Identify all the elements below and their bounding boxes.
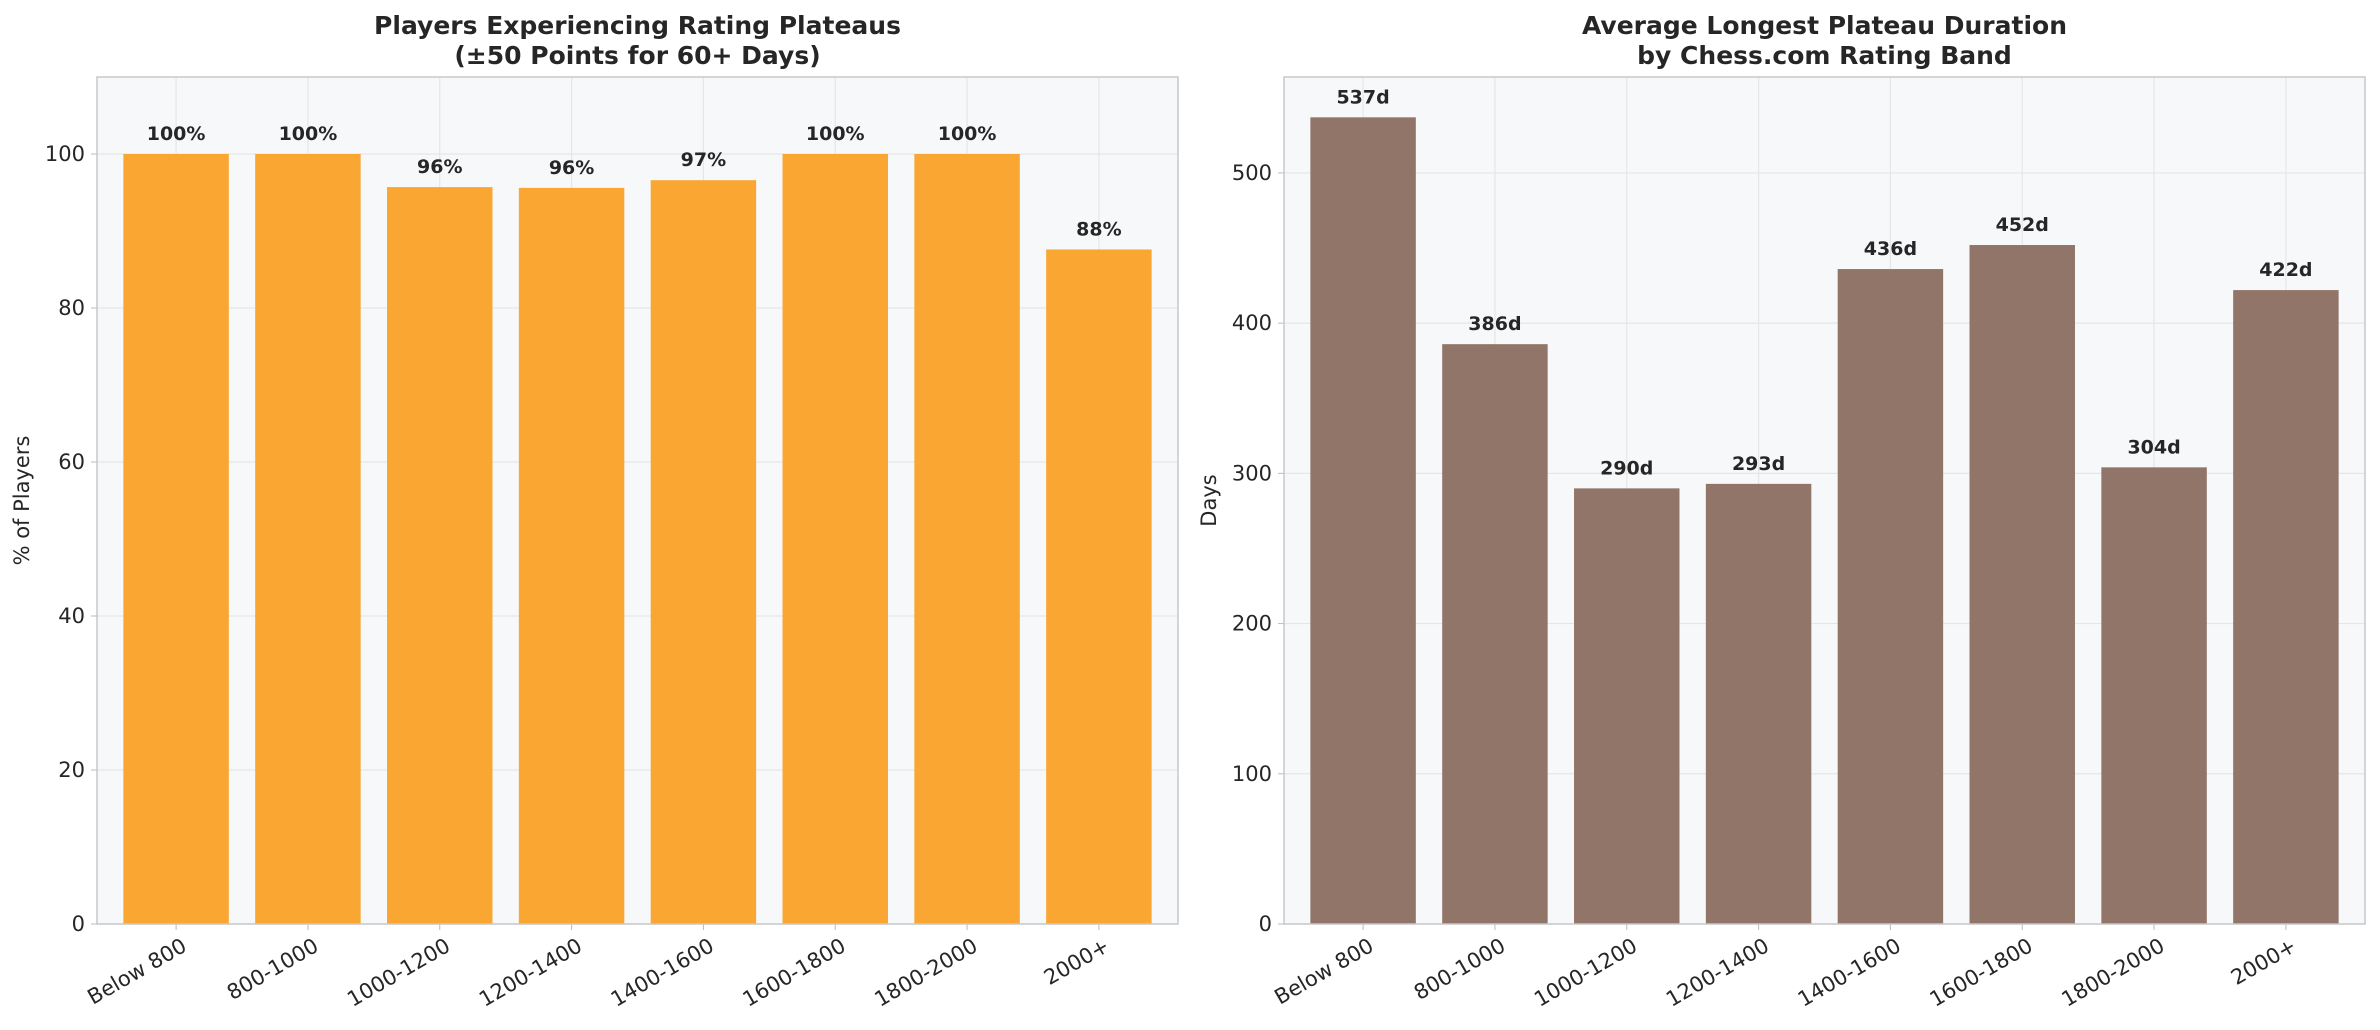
bar: [1442, 344, 1548, 924]
value-label: 537d: [1336, 86, 1389, 108]
y-tick-label: 0: [72, 912, 85, 936]
x-tick-label: 800-1000: [223, 934, 323, 1005]
bar: [914, 154, 1020, 924]
x-tick-label: 1600-1800: [739, 934, 850, 1012]
value-label: 88%: [1076, 218, 1121, 240]
bar: [518, 187, 625, 924]
value-label: 96%: [417, 156, 462, 178]
x-tick-label: Below 800: [83, 934, 190, 1010]
bar: [1046, 249, 1152, 925]
bar: [1574, 488, 1680, 924]
y-tick-label: 100: [45, 142, 85, 166]
x-tick-label: 1200-1400: [1662, 934, 1773, 1012]
value-label: 290d: [1600, 457, 1653, 479]
chart-title: Players Experiencing Rating Plateaus: [374, 11, 901, 40]
bar: [2233, 290, 2339, 924]
y-tick-label: 400: [1232, 311, 1272, 335]
value-label: 304d: [2127, 436, 2180, 458]
value-label: 97%: [681, 149, 726, 171]
value-label: 436d: [1864, 238, 1917, 260]
chart-title: Average Longest Plateau Duration: [1582, 11, 2067, 40]
bar: [123, 154, 229, 924]
y-tick-label: 0: [1259, 912, 1272, 936]
x-tick-label: 1000-1200: [343, 934, 454, 1012]
y-tick-label: 20: [58, 758, 85, 782]
x-tick-label: 1800-2000: [2057, 934, 2168, 1012]
y-tick-label: 300: [1232, 461, 1272, 485]
value-label: 96%: [549, 157, 594, 179]
x-tick-label: 1200-1400: [475, 934, 586, 1012]
bar: [387, 187, 493, 925]
value-label: 293d: [1732, 453, 1785, 475]
plot-frame: [96, 76, 1179, 925]
value-label: 100%: [938, 123, 997, 145]
bar: [1705, 483, 1812, 924]
y-axis-label: Days: [1197, 474, 1221, 526]
y-tick-label: 60: [58, 450, 85, 474]
plot-frame: [1283, 76, 2366, 925]
y-tick-label: 40: [58, 604, 85, 628]
chart-title: (±50 Points for 60+ Days): [454, 41, 820, 70]
chart-title: by Chess.com Rating Band: [1637, 41, 2012, 70]
bar: [650, 180, 757, 924]
x-tick-label: 2000+: [2227, 934, 2301, 990]
bar: [2101, 467, 2207, 924]
value-label: 100%: [806, 123, 865, 145]
value-label: 100%: [279, 123, 338, 145]
x-tick-label: 1800-2000: [870, 934, 981, 1012]
y-axis-label: % of Players: [10, 436, 34, 566]
x-tick-label: 1600-1800: [1926, 934, 2037, 1012]
value-label: 386d: [1468, 313, 1521, 335]
bar: [1969, 245, 2075, 924]
value-label: 422d: [2259, 259, 2312, 281]
x-tick-label: 1400-1600: [607, 934, 718, 1012]
value-label: 452d: [1996, 214, 2049, 236]
x-tick-label: Below 800: [1270, 934, 1377, 1010]
x-tick-label: 1000-1200: [1530, 934, 1641, 1012]
y-tick-label: 200: [1232, 612, 1272, 636]
y-tick-label: 100: [1232, 762, 1272, 786]
bar: [255, 154, 361, 924]
bar: [782, 154, 888, 924]
value-label: 100%: [147, 123, 206, 145]
bar: [1837, 269, 1944, 925]
y-tick-label: 500: [1232, 161, 1272, 185]
x-tick-label: 1400-1600: [1794, 934, 1905, 1012]
bar: [1310, 117, 1416, 925]
x-tick-label: 2000+: [1040, 934, 1114, 990]
y-tick-label: 80: [58, 296, 85, 320]
x-tick-label: 800-1000: [1410, 934, 1510, 1005]
